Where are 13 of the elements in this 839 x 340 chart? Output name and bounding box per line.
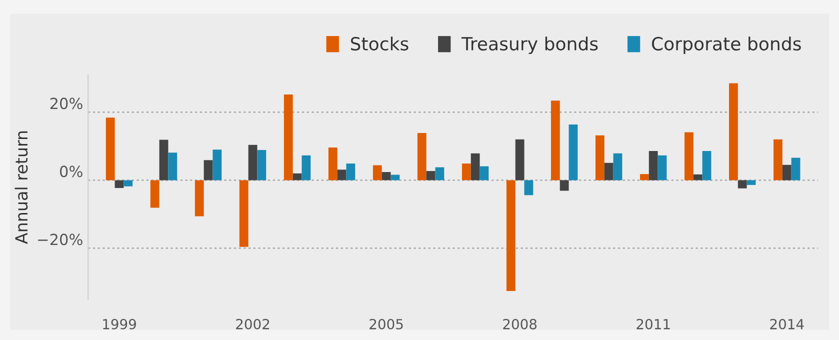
legend-label: Corporate bonds <box>652 36 801 54</box>
y-tick-label: 0% <box>60 166 82 178</box>
y-axis-title: Annual return <box>14 131 28 244</box>
y-tick-label: −20% <box>38 234 82 246</box>
x-tick-label: 2008 <box>503 318 537 330</box>
x-tick-label: 1999 <box>103 318 136 330</box>
x-tick-label: 2002 <box>236 318 270 330</box>
y-tick-label: 20% <box>50 98 82 110</box>
x-tick-label: 2011 <box>636 318 670 330</box>
x-tick-label: 2005 <box>370 318 403 330</box>
x-tick-label: 2014 <box>770 318 804 330</box>
legend-label: Stocks <box>350 36 408 51</box>
legend-label: Treasury bonds <box>461 36 598 54</box>
